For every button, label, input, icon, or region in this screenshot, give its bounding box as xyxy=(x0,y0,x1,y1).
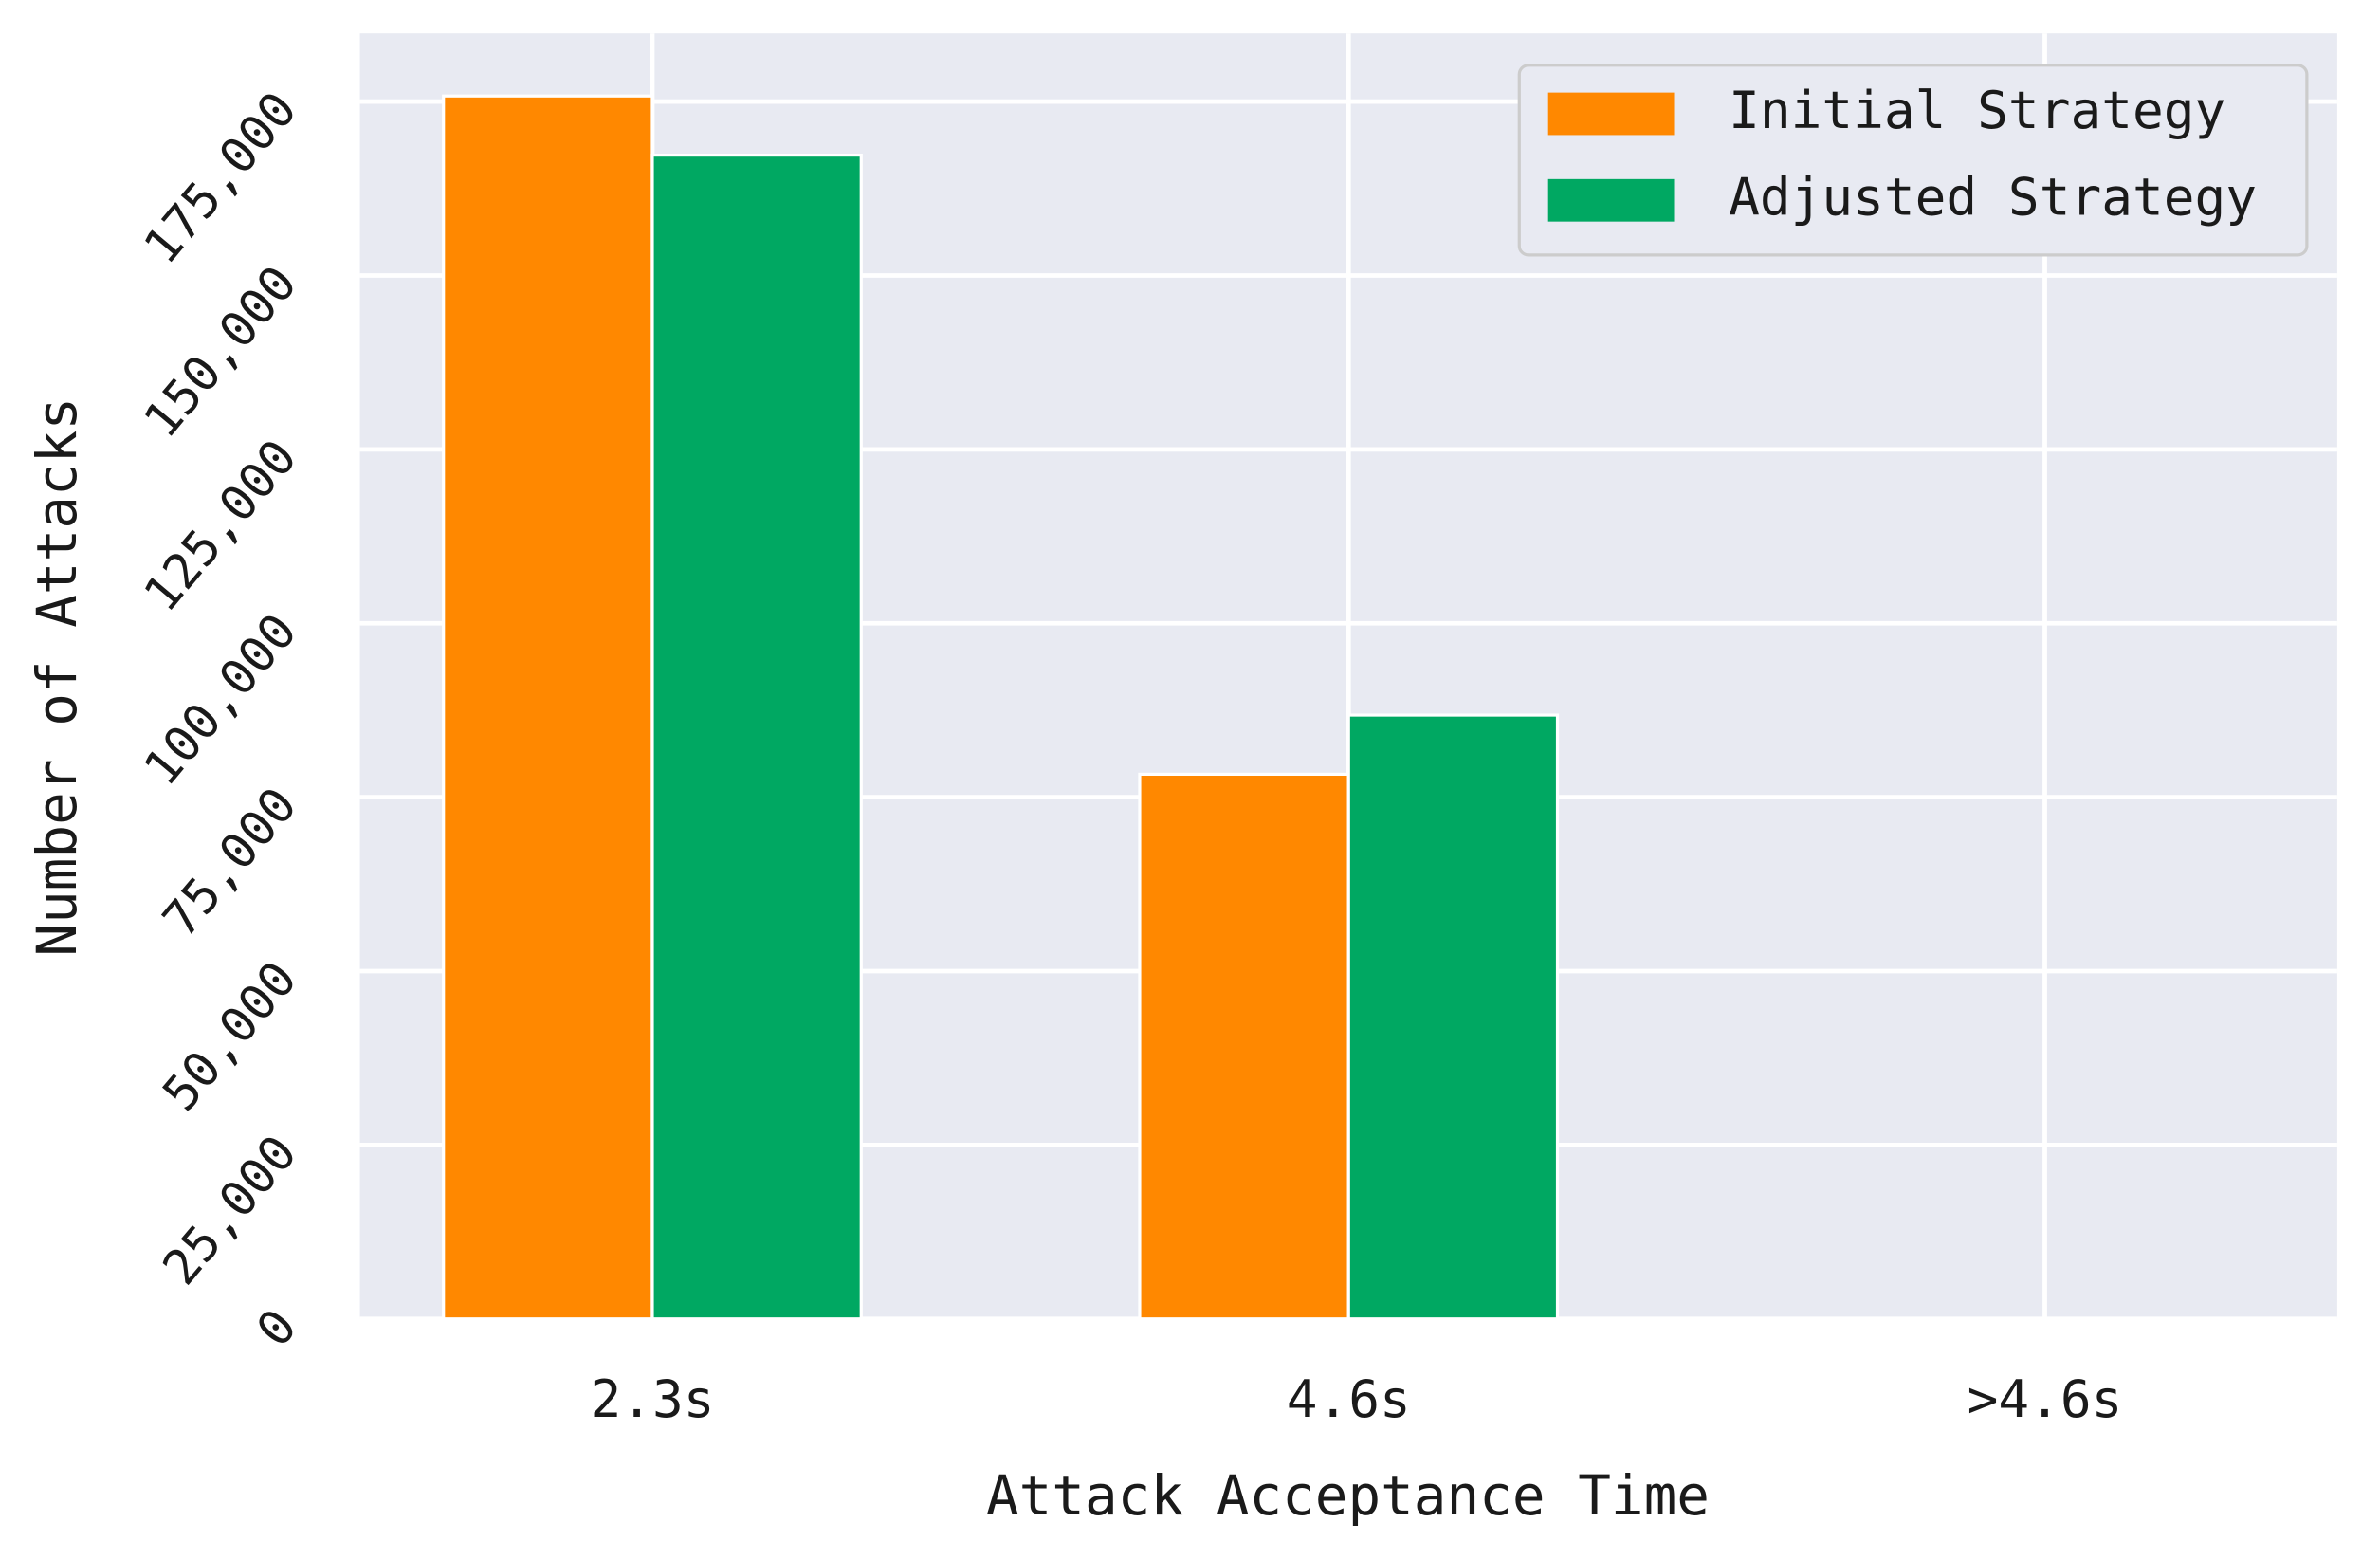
y-tick-label: 100,000 xyxy=(133,603,308,797)
bar xyxy=(442,94,654,1321)
bar xyxy=(1138,772,1350,1321)
legend-swatch xyxy=(1547,92,1675,136)
y-tick-label: 50,000 xyxy=(152,951,308,1122)
legend-swatch xyxy=(1547,178,1675,222)
x-tick-label: 2.3s xyxy=(590,1368,714,1429)
x-tick-label: >4.6s xyxy=(1968,1368,2123,1429)
y-tick-label: 175,000 xyxy=(133,82,308,275)
legend-box xyxy=(1517,64,2309,257)
y-axis-title: Number of Attacks xyxy=(26,397,89,957)
legend-label: Adjusted Strategy xyxy=(1729,166,2257,227)
legend-label: Initial Strategy xyxy=(1729,80,2225,140)
x-axis-title: Attack Acceptance Time xyxy=(986,1464,1710,1528)
y-tick-label: 125,000 xyxy=(133,430,308,623)
x-tick-label: 4.6s xyxy=(1287,1368,1411,1429)
bar xyxy=(650,153,863,1321)
bar xyxy=(1346,713,1560,1321)
y-tick-label: 0 xyxy=(246,1299,308,1358)
y-tick-label: 150,000 xyxy=(133,255,308,449)
y-tick-label: 25,000 xyxy=(152,1125,308,1295)
y-tick-label: 75,000 xyxy=(152,777,308,947)
